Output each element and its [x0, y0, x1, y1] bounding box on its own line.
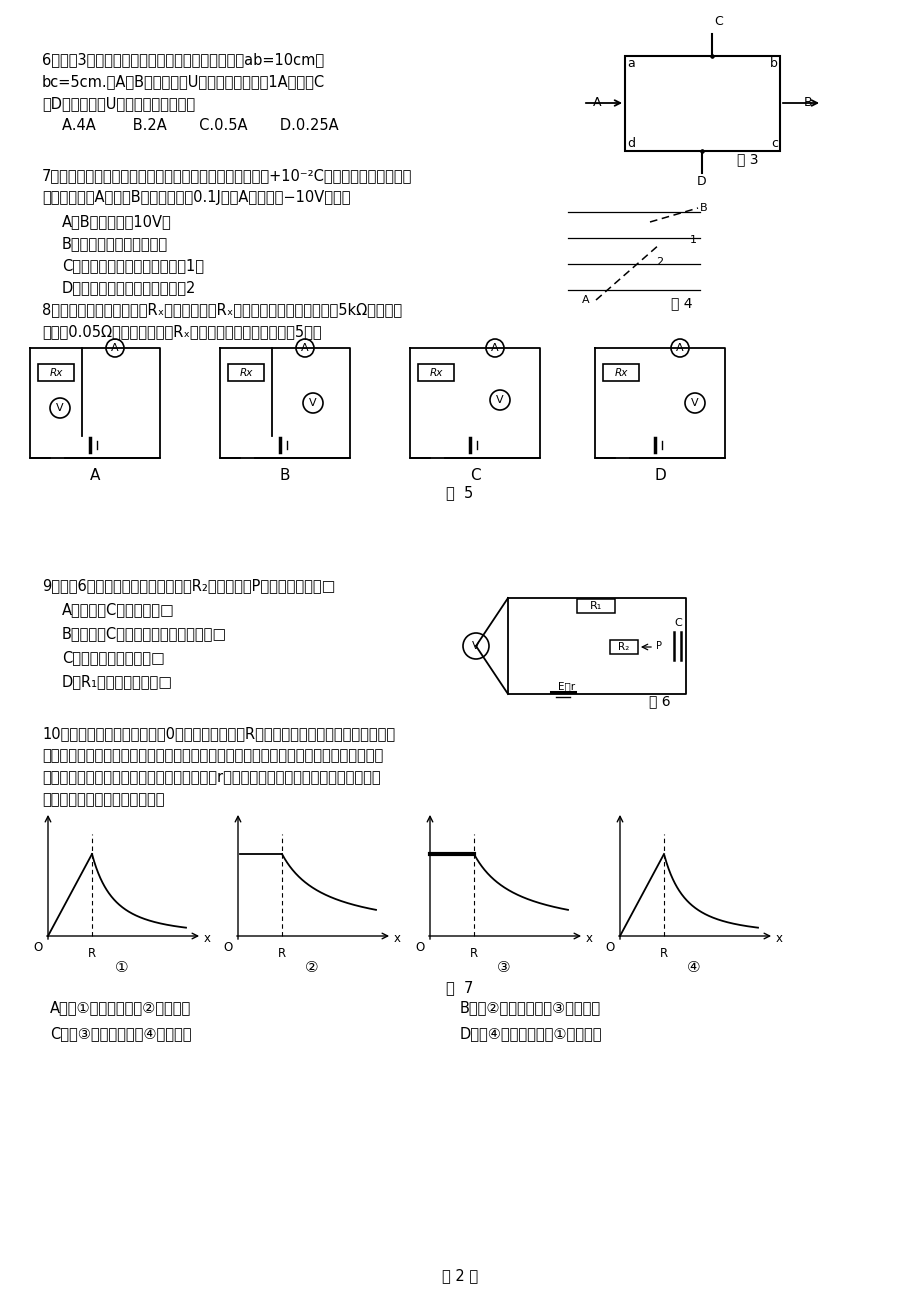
Text: E，r: E，r [558, 681, 575, 692]
Text: x: x [585, 932, 593, 945]
Circle shape [302, 393, 323, 413]
Text: R: R [470, 946, 478, 959]
Text: 图 4: 图 4 [671, 296, 692, 309]
Circle shape [670, 339, 688, 358]
Text: 10、下列四个图中，坐标原点0都表示同一半径为R的带正电的实心金属球的球心位置。: 10、下列四个图中，坐标原点0都表示同一半径为R的带正电的实心金属球的球心位置。 [42, 725, 394, 741]
Text: B、图②表示场强；图③表示电势: B、图②表示场强；图③表示电势 [460, 1000, 600, 1015]
Text: V: V [471, 641, 480, 651]
Text: 2: 2 [655, 257, 663, 266]
Text: V: V [495, 395, 504, 406]
Text: B．电场线方向从右向左；: B．电场线方向从右向左； [62, 237, 168, 251]
Text: R: R [659, 946, 667, 959]
Text: 8、用伏安法测量未知电阿Rₓ的数值，已知Rₓ约为几百欧，电压表内阿为5kΩ，电流表: 8、用伏安法测量未知电阿Rₓ的数值，已知Rₓ约为几百欧，电压表内阿为5kΩ，电流… [42, 302, 402, 317]
Text: R₂: R₂ [618, 642, 629, 653]
Text: V: V [309, 398, 316, 408]
Text: O: O [605, 941, 614, 954]
Text: V: V [690, 398, 698, 408]
Text: D: D [697, 176, 706, 188]
Text: 图  5: 图 5 [446, 485, 473, 500]
Text: D、图④表示场强；图①表示电势: D、图④表示场强；图①表示电势 [460, 1026, 602, 1041]
Text: c: c [770, 136, 777, 150]
Text: 图  7: 图 7 [446, 980, 473, 995]
Text: x: x [775, 932, 782, 945]
Text: b: b [769, 57, 777, 70]
Bar [228, 364, 264, 381]
Text: C: C [470, 468, 480, 484]
Text: A: A [301, 343, 309, 354]
Text: A．B点的电势为10V；: A．B点的电势为10V； [62, 214, 172, 229]
Text: R₁: R₁ [589, 601, 601, 611]
Text: A: A [582, 295, 589, 306]
Text: A: A [491, 343, 498, 354]
Text: Rx: Rx [614, 368, 627, 377]
Text: Rx: Rx [429, 368, 442, 377]
Text: D．微粒的运动轨迹可能是轨迹2: D．微粒的运动轨迹可能是轨迹2 [62, 280, 196, 295]
Text: C．电压表的读数减小□: C．电压表的读数减小□ [62, 650, 165, 666]
Circle shape [485, 339, 504, 358]
Text: V: V [56, 403, 63, 413]
Text: D: D [653, 468, 665, 484]
Text: A: A [111, 343, 119, 354]
Text: C．微粒的运动轨迹可能是轨迹1；: C．微粒的运动轨迹可能是轨迹1； [62, 257, 204, 273]
Text: B: B [279, 468, 289, 484]
Text: A: A [90, 468, 100, 484]
Text: bc=5cm.当A与B接入电压为U的电路中，电流为1A；若将C: bc=5cm.当A与B接入电压为U的电路中，电流为1A；若将C [42, 74, 324, 88]
Text: Rx: Rx [50, 368, 62, 377]
Circle shape [685, 393, 704, 413]
Text: A、图①表示场强；图②表示电势: A、图①表示场强；图②表示电势 [50, 1000, 191, 1015]
Bar [417, 364, 453, 381]
Bar [624, 56, 779, 151]
Text: B．电容器C两极板间的电场强度增大□: B．电容器C两极板间的电场强度增大□ [62, 627, 227, 641]
Text: C: C [713, 16, 722, 29]
Text: O: O [415, 941, 425, 954]
Text: 内阿为0.05Ω，为减少测量值Rₓ的误差，应选择的电路是图5中的: 内阿为0.05Ω，为减少测量值Rₓ的误差，应选择的电路是图5中的 [42, 324, 322, 339]
Text: A.4A        B.2A       C.0.5A       D.0.25A: A.4A B.2A C.0.5A D.0.25A [62, 118, 338, 133]
Text: 关于纵坐标的说法，正确的是：: 关于纵坐标的说法，正确的是： [42, 792, 165, 807]
Text: 7、如图所示，平行直线表示电场线，但未标方向，带电为+10⁻²C的微粒在电场中只受电: 7、如图所示，平行直线表示电场线，但未标方向，带电为+10⁻²C的微粒在电场中只… [42, 168, 412, 183]
Text: ②: ② [305, 959, 319, 975]
Text: 1: 1 [689, 235, 697, 244]
Text: C、图③表示场强；图④表示电势: C、图③表示场强；图④表示电势 [50, 1026, 191, 1041]
Text: a: a [627, 57, 634, 70]
Text: A: A [675, 343, 683, 354]
Text: 图 6: 图 6 [649, 694, 670, 709]
Text: C: C [674, 618, 681, 628]
Text: ③: ③ [496, 959, 510, 975]
Bar [576, 599, 614, 614]
Circle shape [296, 339, 313, 358]
Text: O: O [223, 941, 233, 954]
Text: 面上的线段及曲线表示场强大小或电势随距离r的变化关系，选无限远处的电势为零，则: 面上的线段及曲线表示场强大小或电势随距离r的变化关系，选无限远处的电势为零，则 [42, 770, 380, 785]
Text: R: R [88, 946, 96, 959]
Text: 场力作用，由A点移到B点，动能损失0.1J，若A点电势为−10V，则：: 场力作用，由A点移到B点，动能损失0.1J，若A点电势为−10V，则： [42, 190, 350, 205]
Bar [602, 364, 639, 381]
Text: 6、如图3所示，厚薄均匀的矩形金属的薄片边长为ab=10cm，: 6、如图3所示，厚薄均匀的矩形金属的薄片边长为ab=10cm， [42, 52, 323, 68]
Circle shape [490, 390, 509, 410]
Text: x: x [204, 932, 210, 945]
Text: x: x [393, 932, 401, 945]
Circle shape [50, 398, 70, 419]
Text: O: O [34, 941, 43, 954]
Text: 9、如图6所示，当电路里滑线变阿器R₂的滑动触头P向下滑动时，有□: 9、如图6所示，当电路里滑线变阿器R₂的滑动触头P向下滑动时，有□ [42, 578, 335, 593]
Text: ①: ① [115, 959, 129, 975]
Text: B: B [803, 96, 811, 109]
Text: B: B [699, 203, 707, 213]
Bar [609, 640, 637, 654]
Text: ④: ④ [686, 959, 700, 975]
Bar [38, 364, 74, 381]
Text: 第 2 页: 第 2 页 [441, 1268, 478, 1283]
Text: 与D接入电压为U的电路中，则电流为: 与D接入电压为U的电路中，则电流为 [42, 96, 195, 110]
Text: A．电容器C的电容增大□: A．电容器C的电容增大□ [62, 602, 175, 617]
Text: R: R [278, 946, 286, 959]
Text: A: A [592, 96, 601, 109]
Text: d: d [627, 136, 634, 150]
Circle shape [106, 339, 124, 358]
Text: 横坐标表示离球心的距离，纵坐标表示带电金属球产生的电场的电势或场强大小。坐标平: 横坐标表示离球心的距离，纵坐标表示带电金属球产生的电场的电势或场强大小。坐标平 [42, 747, 383, 763]
Text: 图 3: 图 3 [736, 152, 758, 166]
Text: Rx: Rx [239, 368, 253, 377]
Text: D．R₁消耗的功率增大□: D．R₁消耗的功率增大□ [62, 673, 173, 689]
Circle shape [462, 633, 489, 659]
Text: P: P [655, 641, 662, 651]
